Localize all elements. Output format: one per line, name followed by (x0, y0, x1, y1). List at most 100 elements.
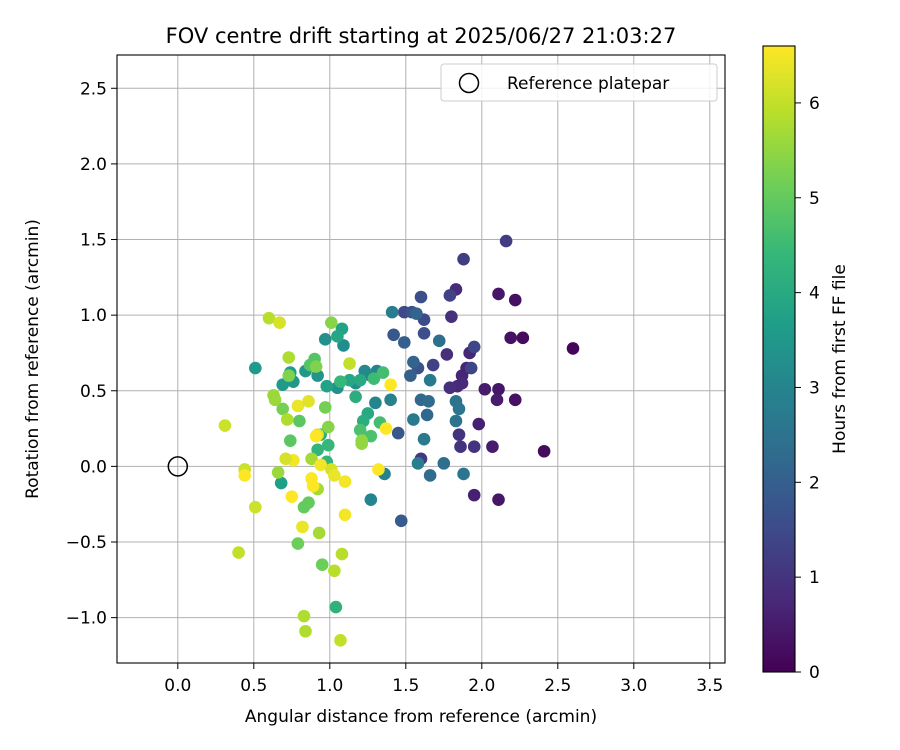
data-point (353, 373, 367, 387)
data-point (367, 372, 381, 385)
data-point (385, 305, 399, 319)
data-point (379, 422, 393, 435)
data-point (394, 514, 408, 528)
data-point (452, 402, 466, 416)
legend-reference-marker (458, 72, 480, 94)
data-point (410, 307, 423, 320)
data-point (443, 289, 457, 302)
data-point (273, 316, 286, 330)
colorbar-tick-label: 0 (809, 663, 820, 683)
data-point (404, 369, 417, 382)
data-point (464, 361, 478, 375)
y-axis-ticks: −1.0 −0.5 0.0 0.5 1.0 1.5 2.0 2.5 (66, 79, 117, 629)
data-point (306, 479, 320, 493)
data-point (283, 434, 297, 447)
data-point (276, 402, 289, 416)
data-point (516, 331, 530, 345)
data-point (467, 340, 481, 354)
data-point (407, 355, 420, 369)
reference-platepar-marker (167, 456, 189, 477)
data-points (218, 234, 580, 647)
data-point (311, 443, 324, 457)
data-point (299, 624, 312, 638)
x-tick-label: 2.5 (544, 676, 571, 696)
data-point (262, 311, 276, 325)
x-tick-label: 2.0 (468, 676, 495, 696)
data-point (443, 381, 457, 395)
data-point (334, 634, 347, 647)
data-point (426, 358, 440, 372)
data-point (445, 310, 458, 323)
data-point (440, 348, 454, 361)
colorbar-tick-label: 1 (809, 568, 820, 588)
data-point (249, 361, 262, 375)
data-point (492, 382, 505, 396)
data-point (397, 336, 411, 349)
data-point (279, 452, 293, 466)
data-point (457, 467, 470, 481)
data-point (422, 395, 435, 408)
data-point (472, 417, 486, 431)
data-point (318, 401, 332, 414)
x-tick-label: 1.0 (316, 676, 343, 696)
data-point (492, 287, 505, 301)
data-point (338, 475, 352, 488)
data-point (384, 378, 397, 392)
data-point (353, 423, 367, 437)
data-point (432, 334, 446, 348)
data-point (508, 293, 522, 307)
data-point (504, 331, 517, 345)
data-point (238, 469, 251, 482)
y-tick-label: 1.0 (80, 306, 107, 326)
data-point (499, 234, 513, 248)
chart-title: FOV centre drift starting at 2025/06/27 … (166, 24, 677, 48)
data-point (376, 366, 390, 379)
data-point (312, 526, 326, 540)
data-point (467, 440, 481, 454)
y-axis-label: Rotation from reference (arcmin) (23, 219, 43, 499)
data-point (437, 457, 451, 470)
data-point (372, 463, 385, 476)
colorbar: 0 1 2 3 4 5 6 Hours from first FF file (762, 45, 850, 683)
data-point (492, 493, 505, 506)
data-point (417, 432, 431, 446)
data-point (291, 537, 305, 550)
y-tick-label: −0.5 (66, 533, 107, 553)
colorbar-tick-label: 6 (809, 94, 820, 114)
data-point (276, 378, 289, 392)
data-point (309, 429, 323, 443)
data-point (454, 440, 467, 454)
colorbar-tick-label: 3 (809, 378, 820, 398)
x-tick-label: 1.5 (392, 676, 419, 696)
data-point (321, 420, 335, 434)
data-point (414, 290, 428, 304)
y-tick-label: −1.0 (66, 609, 107, 629)
data-point (411, 457, 425, 470)
data-point (331, 330, 344, 343)
data-point (280, 413, 294, 426)
data-point (508, 393, 522, 407)
colorbar-fill (763, 46, 795, 672)
data-point (321, 438, 335, 452)
data-point (343, 357, 356, 370)
y-tick-label: 0.5 (80, 382, 107, 402)
data-point (328, 469, 341, 482)
colorbar-tick-label: 4 (809, 284, 820, 304)
data-point (274, 476, 288, 490)
x-tick-label: 3.0 (620, 676, 647, 696)
colorbar-frame (762, 45, 796, 673)
legend-entry: Reference platepar (507, 74, 669, 94)
data-point (218, 419, 232, 432)
data-point (364, 493, 378, 506)
data-point (328, 564, 341, 578)
data-point (420, 408, 434, 422)
data-point (384, 393, 397, 407)
data-point (320, 379, 334, 393)
data-point (296, 520, 309, 534)
plot-frame (116, 54, 726, 664)
data-point (285, 490, 299, 503)
x-tick-label: 0.0 (164, 676, 191, 696)
grid-lines (117, 55, 725, 663)
data-point (318, 333, 332, 346)
colorbar-label: Hours from first FF file (830, 264, 850, 454)
